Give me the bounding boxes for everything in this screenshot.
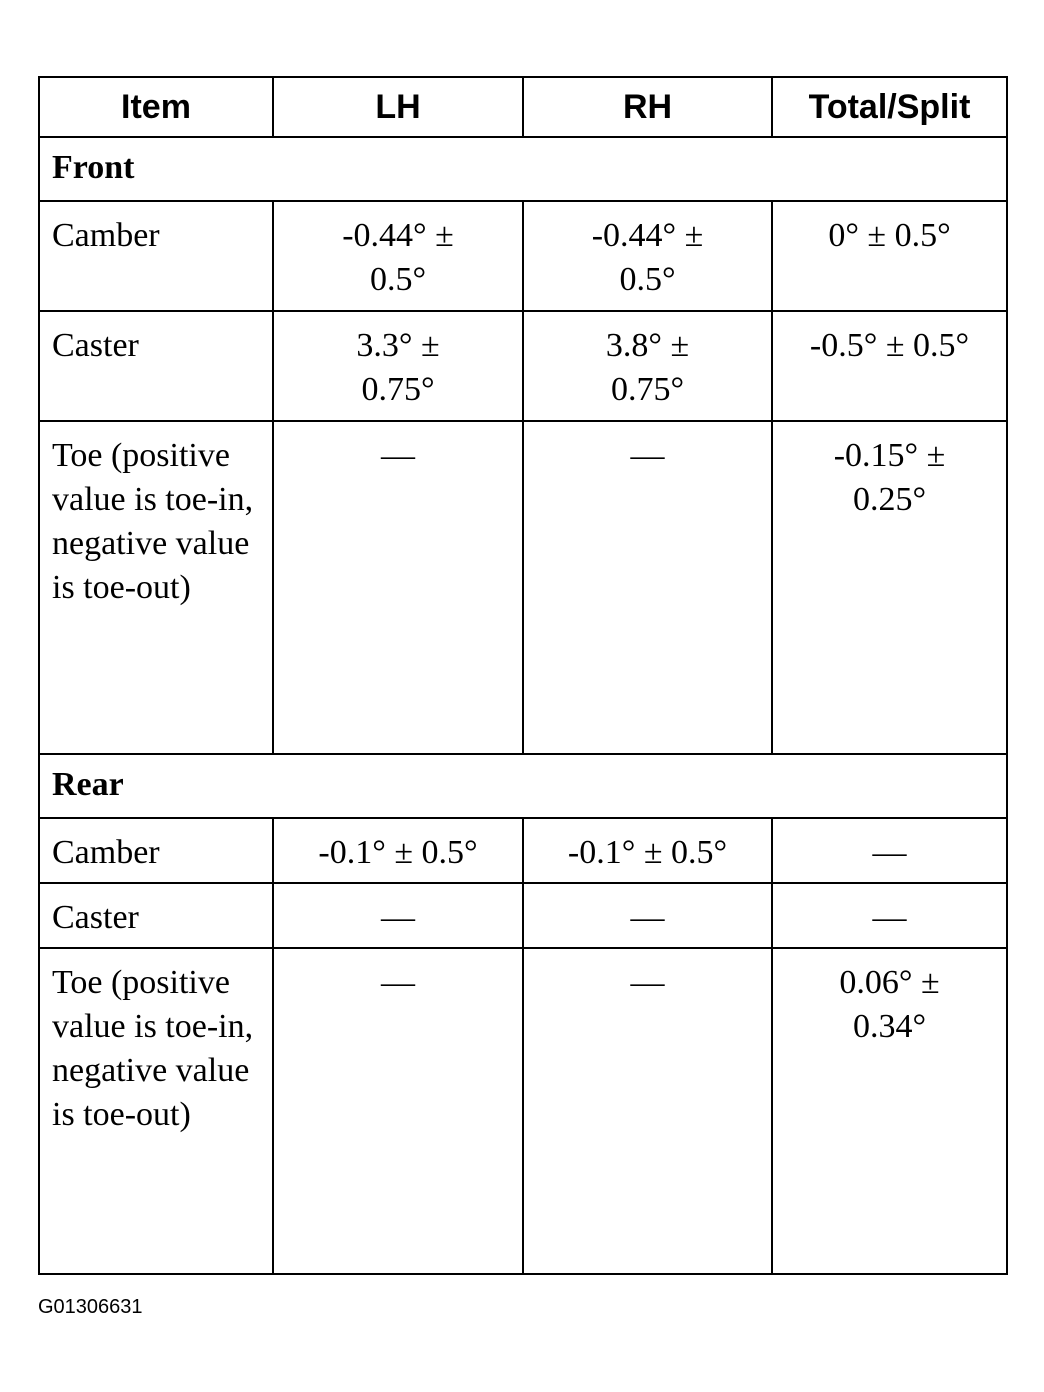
table-row: Caster — — —: [38, 882, 1008, 949]
total-cell: 0° ± 0.5°: [771, 200, 1008, 312]
header-total-split: Total/Split: [771, 76, 1008, 138]
table-row: Caster 3.3° ± 0.75° 3.8° ± 0.75° -0.5° ±…: [38, 310, 1008, 422]
rh-cell: —: [522, 420, 773, 755]
item-cell: Caster: [38, 310, 274, 422]
item-cell: Camber: [38, 817, 274, 884]
table-row: Toe (positive value is toe-in, negative …: [38, 420, 1008, 755]
item-cell: Toe (positive value is toe-in, negative …: [38, 947, 274, 1275]
header-rh: RH: [522, 76, 773, 138]
alignment-spec-table: Item LH RH Total/Split Front Camber -0.4…: [38, 76, 1008, 1275]
section-row-front: Front: [38, 136, 1008, 202]
total-cell: —: [771, 817, 1008, 884]
item-cell: Camber: [38, 200, 274, 312]
table-row: Camber -0.44° ± 0.5° -0.44° ± 0.5° 0° ± …: [38, 200, 1008, 312]
rh-cell: -0.44° ± 0.5°: [522, 200, 773, 312]
total-cell: -0.5° ± 0.5°: [771, 310, 1008, 422]
total-cell: -0.15° ± 0.25°: [771, 420, 1008, 755]
item-cell: Caster: [38, 882, 274, 949]
header-item: Item: [38, 76, 274, 138]
total-cell: —: [771, 882, 1008, 949]
figure-id: G01306631: [38, 1296, 143, 1318]
total-cell: 0.06° ± 0.34°: [771, 947, 1008, 1275]
lh-cell: —: [272, 882, 524, 949]
table-row: Camber -0.1° ± 0.5° -0.1° ± 0.5° —: [38, 817, 1008, 884]
lh-cell: —: [272, 947, 524, 1275]
lh-cell: -0.1° ± 0.5°: [272, 817, 524, 884]
rh-cell: —: [522, 882, 773, 949]
header-row: Item LH RH Total/Split: [38, 76, 1008, 138]
table-row: Toe (positive value is toe-in, negative …: [38, 947, 1008, 1275]
section-row-rear: Rear: [38, 753, 1008, 819]
header-lh: LH: [272, 76, 524, 138]
lh-cell: 3.3° ± 0.75°: [272, 310, 524, 422]
rh-cell: 3.8° ± 0.75°: [522, 310, 773, 422]
item-cell: Toe (positive value is toe-in, negative …: [38, 420, 274, 755]
lh-cell: —: [272, 420, 524, 755]
rh-cell: -0.1° ± 0.5°: [522, 817, 773, 884]
lh-cell: -0.44° ± 0.5°: [272, 200, 524, 312]
rh-cell: —: [522, 947, 773, 1275]
section-title: Front: [38, 136, 1008, 202]
section-title: Rear: [38, 753, 1008, 819]
